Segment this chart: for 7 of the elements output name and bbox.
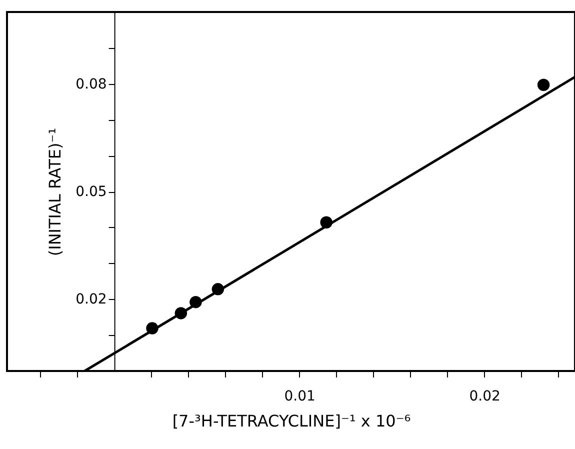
y-tick-label: 0.05 bbox=[76, 184, 107, 200]
y-tick-label: 0.02 bbox=[76, 292, 107, 308]
point bbox=[537, 78, 550, 91]
x-tick-label: 0.01 bbox=[284, 388, 316, 404]
x-axis-title: [7-³H-TETRACYCLINE]⁻¹ x 10⁻⁶ bbox=[172, 412, 411, 430]
y-tick-label: 0.08 bbox=[76, 76, 107, 92]
y-axis-title: (INITIAL RATE)⁻¹ bbox=[46, 128, 65, 256]
